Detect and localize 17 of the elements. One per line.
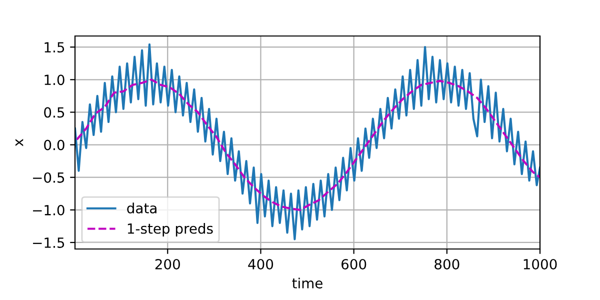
y-tick-label: 1.5 <box>44 42 64 53</box>
line-series <box>75 43 540 240</box>
y-tick-label: 1.0 <box>44 74 64 86</box>
legend-label: data <box>127 202 156 214</box>
y-tick-label: −0.5 <box>33 172 64 183</box>
x-tick-label: 200 <box>155 258 180 270</box>
x-tick-label: 800 <box>434 258 460 270</box>
y-tick-label: −1.5 <box>33 238 64 248</box>
x-axis-title: time <box>292 278 322 288</box>
x-tick-label: 1000 <box>524 258 557 270</box>
y-tick-label: 0.5 <box>44 107 64 118</box>
y-tick-label: 0.0 <box>44 140 64 150</box>
x-tick-label: 600 <box>342 258 366 270</box>
y-tick-label: −1.0 <box>33 204 64 216</box>
x-tick-label: 400 <box>248 258 274 270</box>
y-axis-title: x <box>16 138 24 146</box>
legend-label: 1-step preds <box>128 223 213 236</box>
